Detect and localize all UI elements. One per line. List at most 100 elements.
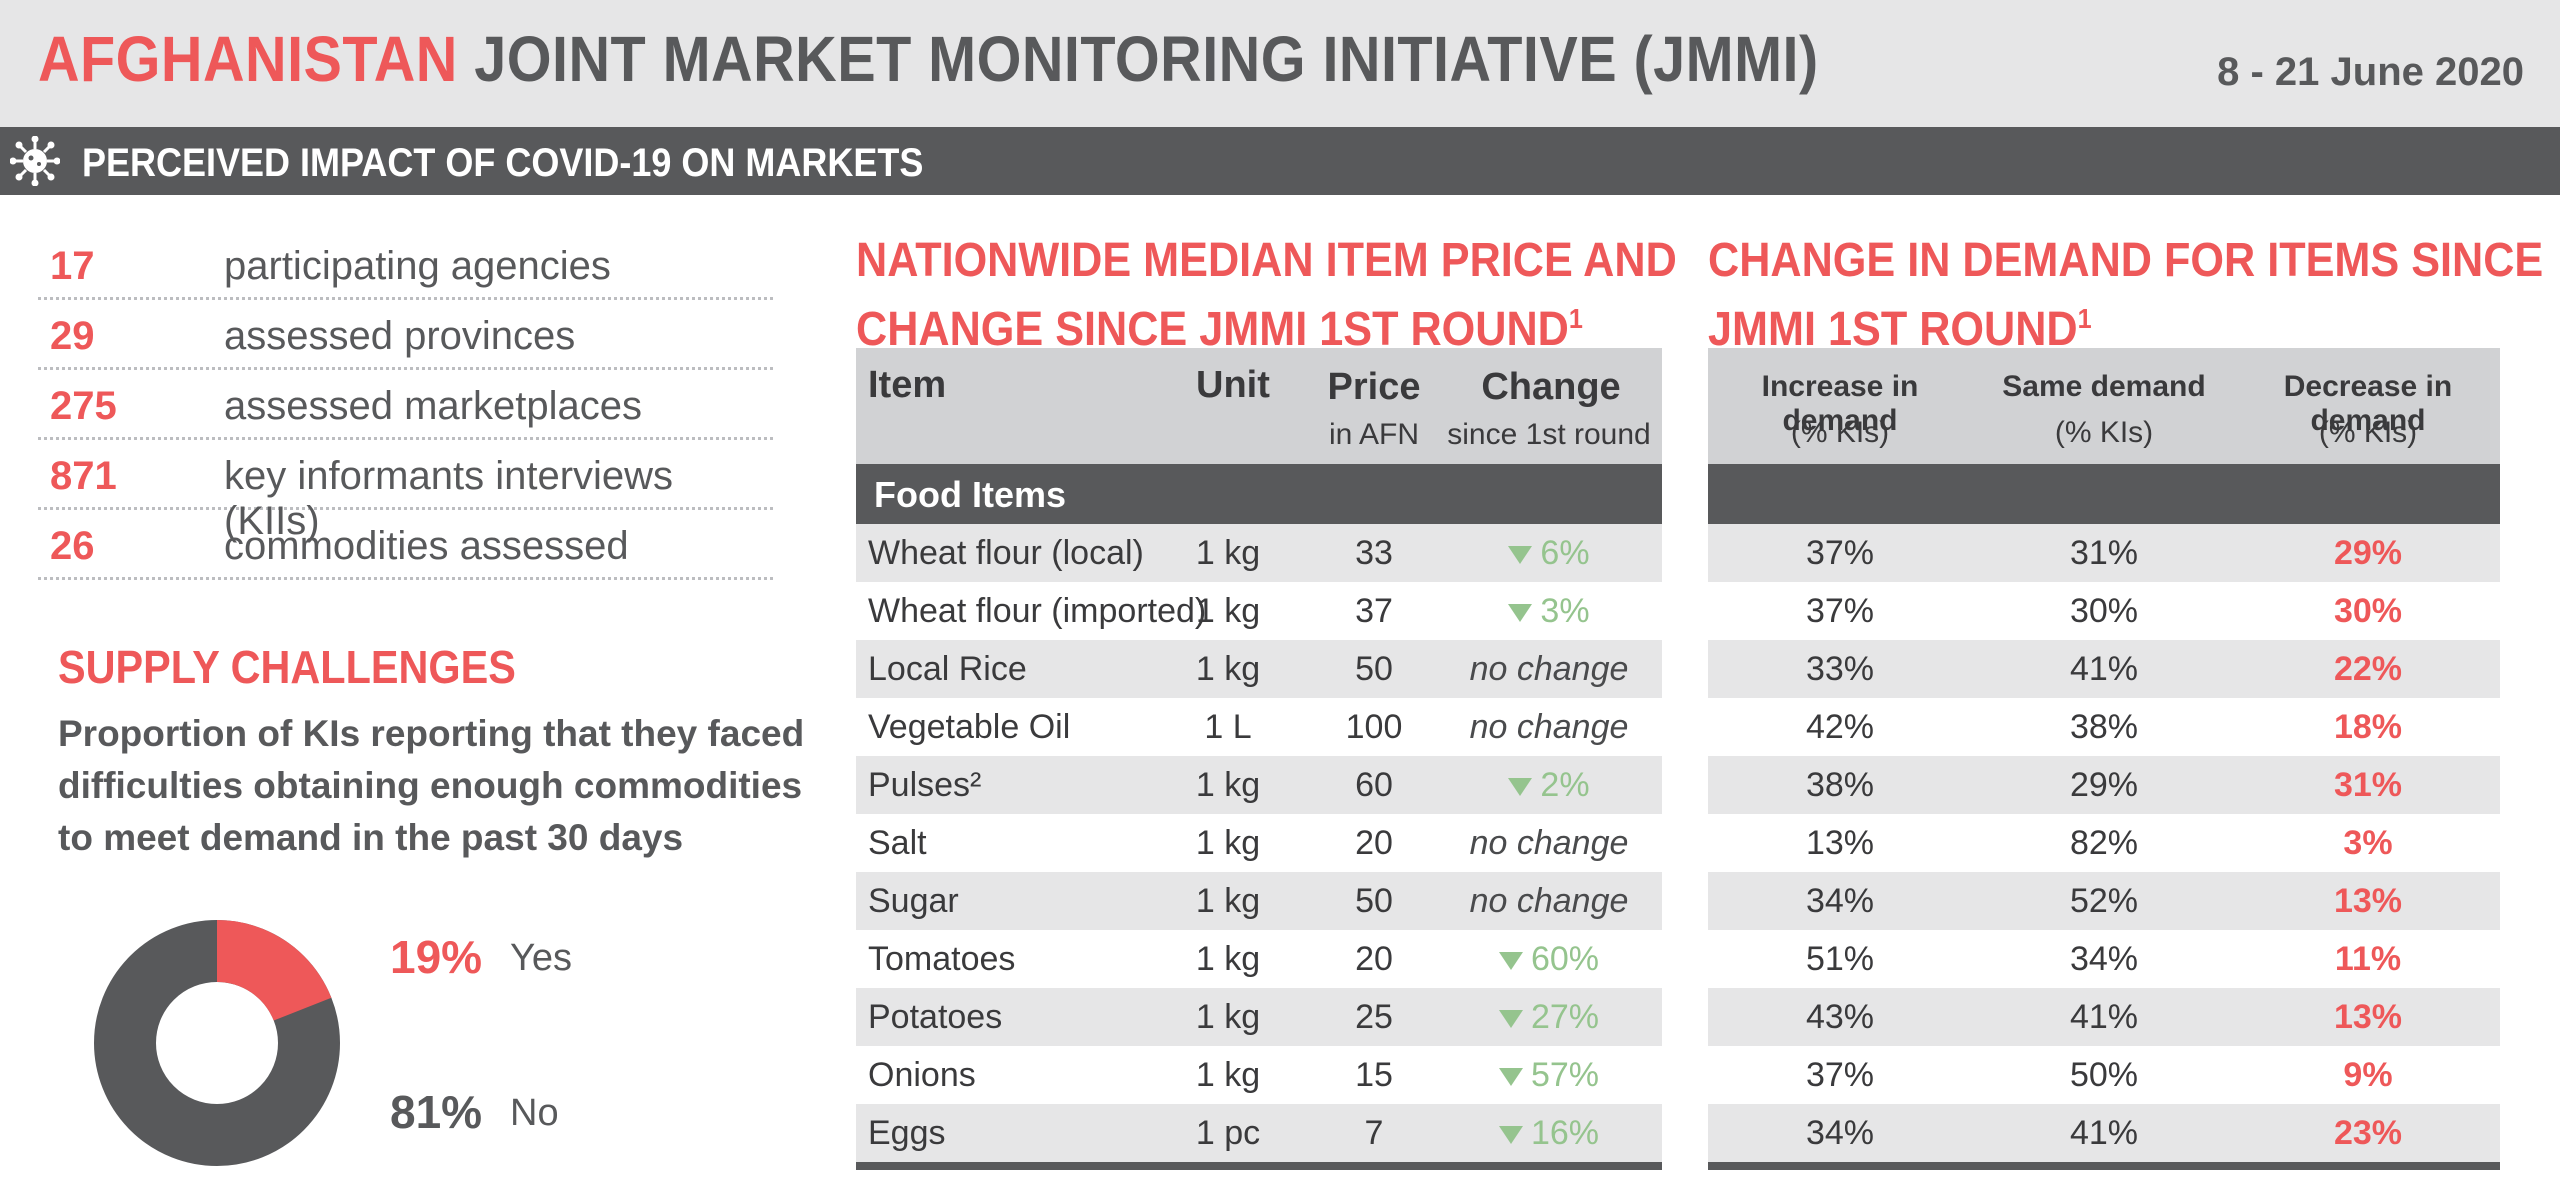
stat-label: assessed marketplaces: [224, 384, 642, 428]
same-value: 41%: [2069, 650, 2139, 688]
stat-row: 29 assessed provinces: [38, 300, 773, 370]
demand-table-title-line1: CHANGE IN DEMAND FOR ITEMS SINCE: [1708, 234, 2544, 287]
stat-row: 17 participating agencies: [38, 230, 773, 300]
increase-value: 51%: [1805, 940, 1875, 978]
table-row: 34% 52% 13%: [1708, 872, 2500, 930]
item-change: no change: [1469, 708, 1629, 746]
item-unit: 1 kg: [1195, 882, 1261, 920]
same-value: 31%: [2069, 534, 2139, 572]
decrease-value: 3%: [2343, 824, 2393, 862]
increase-value: 37%: [1805, 534, 1875, 572]
same-value: 38%: [2069, 708, 2139, 746]
change-value: 3%: [1540, 592, 1590, 630]
decrease-value: 9%: [2343, 1056, 2393, 1094]
header-change: Change: [1481, 366, 1621, 408]
supply-donut-chart: [94, 920, 340, 1166]
decrease-value: 11%: [2334, 940, 2402, 978]
table-bottom-rule: [856, 1162, 1662, 1170]
header-increase-sub: (% KIs): [1790, 416, 1890, 449]
decrease-arrow-icon: [1498, 1010, 1523, 1029]
virus-icon: [10, 136, 60, 186]
change-value: 60%: [1530, 940, 1600, 978]
yes-label: Yes: [510, 937, 572, 979]
food-items-section: Food Items: [856, 464, 1662, 524]
same-value: 30%: [2069, 592, 2139, 630]
table-bottom-rule: [1708, 1162, 2500, 1170]
decrease-value: 13%: [2333, 882, 2403, 920]
increase-value: 43%: [1805, 998, 1875, 1036]
table-row: 37% 31% 29%: [1708, 524, 2500, 582]
stat-label: key informants interviews (KIIs): [224, 454, 674, 543]
decrease-arrow-icon: [1508, 546, 1533, 565]
item-name: Wheat flour (local): [868, 534, 1144, 572]
price-table-title-line1: NATIONWIDE MEDIAN ITEM PRICE AND: [856, 234, 1677, 287]
decrease-value: 29%: [2333, 534, 2403, 572]
title-initiative: JOINT MARKET MONITORING INITIATIVE (JMMI…: [474, 23, 1819, 95]
table-row: 43% 41% 13%: [1708, 988, 2500, 1046]
demand-table-title-line2: JMMI 1ST ROUND: [1708, 303, 2078, 356]
item-price: 15: [1355, 1056, 1393, 1094]
decrease-arrow-icon: [1508, 778, 1533, 797]
table-row: Local Rice 1 kg 50 no change: [856, 640, 1662, 698]
item-name: Onions: [868, 1056, 976, 1094]
footnote-marker: 1: [2077, 303, 2092, 334]
table-row: 37% 30% 30%: [1708, 582, 2500, 640]
header-change-sub: since 1st round: [1447, 418, 1651, 451]
header-same-sub: (% KIs): [2054, 416, 2154, 449]
header-same: Same demand: [2002, 370, 2206, 403]
item-price: 7: [1364, 1114, 1384, 1152]
item-price: 50: [1355, 882, 1393, 920]
decrease-value: 30%: [2333, 592, 2403, 630]
item-name: Local Rice: [868, 650, 1027, 688]
no-percentage: 81%: [390, 1086, 483, 1138]
table-row: Pulses² 1 kg 60 2%: [856, 756, 1662, 814]
table-row: Wheat flour (imported) 1 kg 37 3%: [856, 582, 1662, 640]
item-unit: 1 kg: [1195, 766, 1261, 804]
stat-value: 275: [50, 384, 117, 428]
increase-value: 13%: [1805, 824, 1875, 862]
header-item: Item: [868, 364, 947, 406]
item-price: 60: [1355, 766, 1393, 804]
table-row: Onions 1 kg 15 57%: [856, 1046, 1662, 1104]
item-name: Pulses²: [868, 766, 982, 804]
footnote-marker: 1: [1568, 303, 1583, 334]
item-unit: 1 kg: [1195, 998, 1261, 1036]
table-row: Vegetable Oil 1 L 100 no change: [856, 698, 1662, 756]
decrease-value: 18%: [2333, 708, 2403, 746]
header-increase: Increase in demand: [1761, 370, 1919, 437]
price-table-title: NATIONWIDE MEDIAN ITEM PRICE AND CHANGE …: [856, 232, 1677, 359]
table-row: Wheat flour (local) 1 kg 33 6%: [856, 524, 1662, 582]
change-value: 2%: [1540, 766, 1590, 804]
item-name: Tomatoes: [868, 940, 1016, 978]
table-row: Salt 1 kg 20 no change: [856, 814, 1662, 872]
stat-value: 17: [50, 244, 95, 288]
item-name: Potatoes: [868, 998, 1003, 1036]
item-change: 60%: [1436, 930, 1662, 988]
increase-value: 37%: [1805, 1056, 1875, 1094]
same-value: 52%: [2069, 882, 2139, 920]
change-value: 57%: [1530, 1056, 1600, 1094]
same-value: 82%: [2069, 824, 2139, 862]
header-decrease-sub: (% KIs): [2318, 416, 2418, 449]
stat-label: commodities assessed: [224, 524, 629, 568]
decrease-value: 22%: [2333, 650, 2403, 688]
decrease-value: 31%: [2333, 766, 2403, 804]
increase-value: 33%: [1805, 650, 1875, 688]
stat-label: assessed provinces: [224, 314, 576, 358]
item-price: 20: [1355, 824, 1393, 862]
item-unit: 1 kg: [1195, 592, 1261, 630]
table-row: Potatoes 1 kg 25 27%: [856, 988, 1662, 1046]
item-change: no change: [1469, 824, 1629, 862]
item-name: Vegetable Oil: [868, 708, 1071, 746]
header-price-sub: in AFN: [1328, 418, 1420, 451]
same-value: 41%: [2069, 1114, 2139, 1152]
stat-label: participating agencies: [224, 244, 611, 288]
item-name: Sugar: [868, 882, 959, 920]
item-change: no change: [1469, 650, 1629, 688]
decrease-arrow-icon: [1498, 952, 1523, 971]
item-unit: 1 L: [1204, 708, 1252, 746]
stat-value: 871: [50, 454, 117, 498]
table-row: 38% 29% 31%: [1708, 756, 2500, 814]
item-change: 2%: [1436, 756, 1662, 814]
stat-row: 275 assessed marketplaces: [38, 370, 773, 440]
